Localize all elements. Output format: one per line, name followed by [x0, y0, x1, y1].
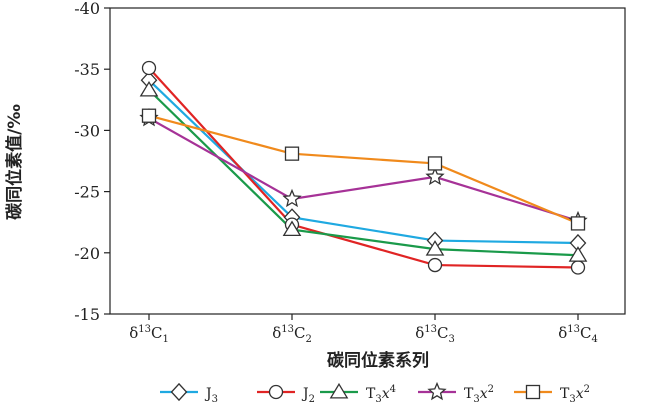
legend-main: J [301, 386, 309, 402]
legend-label-5: T3x2 [560, 384, 590, 405]
x-tick-main: C [437, 324, 448, 342]
x-tick-superscript: 13 [138, 324, 151, 335]
legend-superscript: 2 [584, 384, 590, 395]
legend-main: T [464, 386, 474, 402]
data-point-triangle-3 [282, 220, 302, 237]
data-point-square-5 [427, 156, 443, 171]
y-tick-label: -25 [74, 183, 100, 202]
legend-superscript: 4 [390, 384, 396, 395]
series-line-2 [148, 67, 579, 269]
y-tick-label: -40 [74, 0, 100, 18]
legend-subscript: 3 [375, 394, 381, 405]
data-point-triangle-3 [425, 240, 445, 256]
data-point-square-5 [570, 216, 586, 231]
legend-main: T [560, 386, 570, 402]
y-tick-label: -15 [74, 305, 100, 324]
legend-subscript: 3 [569, 394, 575, 405]
data-point-circle-2 [427, 257, 443, 273]
x-tick-main: C [151, 324, 162, 342]
plot-frame [109, 7, 626, 315]
legend-subscript: 3 [212, 394, 218, 405]
legend-label-3: T3x4 [366, 384, 396, 405]
x-tick-label: δ13C2 [272, 324, 312, 345]
x-axis-label: 碳同位素系列 [327, 350, 429, 371]
series-line-3 [148, 89, 579, 257]
x-tick-label: δ13C4 [558, 324, 598, 345]
legend-subscript: 3 [473, 394, 479, 405]
data-point-circle-2 [570, 260, 586, 275]
x-tick-base: δ [272, 324, 281, 342]
x-tick-superscript: 13 [281, 324, 294, 335]
y-tick-label: -35 [74, 60, 100, 79]
y-tick-label: -30 [74, 121, 100, 140]
x-tick-base: δ [415, 324, 424, 342]
chart-legend: J3 J2 T3x4 T3x2 T3x2 [160, 381, 590, 405]
x-tick-label: δ13C1 [129, 324, 169, 345]
x-tick-main: C [294, 324, 305, 342]
y-axis-label: 碳同位素值/‰ [4, 104, 25, 220]
legend-main: J [204, 386, 212, 402]
legend-label-1: J3 [204, 386, 218, 405]
legend-marker-diamond [170, 382, 188, 402]
x-tick-subscript: 2 [305, 334, 311, 345]
legend-variable: x [382, 386, 390, 402]
x-tick-superscript: 13 [424, 324, 437, 335]
data-point-star-4 [282, 188, 302, 208]
legend-subscript: 2 [309, 394, 315, 405]
legend-variable: x [576, 386, 584, 402]
data-point-star-4 [425, 166, 445, 186]
x-tick-base: δ [558, 324, 567, 342]
data-point-square-5 [284, 146, 300, 161]
data-point-square-5 [141, 108, 157, 123]
x-tick-superscript: 13 [567, 324, 580, 335]
x-tick-main: C [580, 324, 591, 342]
legend-main: T [366, 386, 376, 402]
data-point-triangle-3 [139, 80, 159, 97]
data-point-circle-2 [141, 60, 157, 76]
series-line-1 [148, 79, 579, 245]
x-tick-subscript: 4 [591, 334, 597, 345]
legend-marker-star [427, 381, 447, 401]
series-lines [148, 67, 579, 269]
legend-marker-triangle [329, 382, 349, 399]
legend-label-4: T3x2 [464, 384, 494, 405]
legend-label-2: J2 [301, 386, 315, 405]
legend-marker-circle [268, 384, 284, 400]
legend-superscript: 2 [488, 384, 494, 395]
y-tick-label: -20 [74, 244, 100, 263]
x-tick-subscript: 1 [162, 334, 168, 345]
legend-marker-square [525, 384, 541, 400]
x-tick-subscript: 3 [448, 334, 454, 345]
series-markers [139, 60, 588, 275]
series-line-5 [148, 114, 579, 225]
x-tick-base: δ [129, 324, 138, 342]
x-tick-label: δ13C3 [415, 324, 455, 345]
series-line-4 [148, 117, 579, 223]
data-point-triangle-3 [568, 246, 588, 262]
legend-variable: x [480, 386, 488, 402]
